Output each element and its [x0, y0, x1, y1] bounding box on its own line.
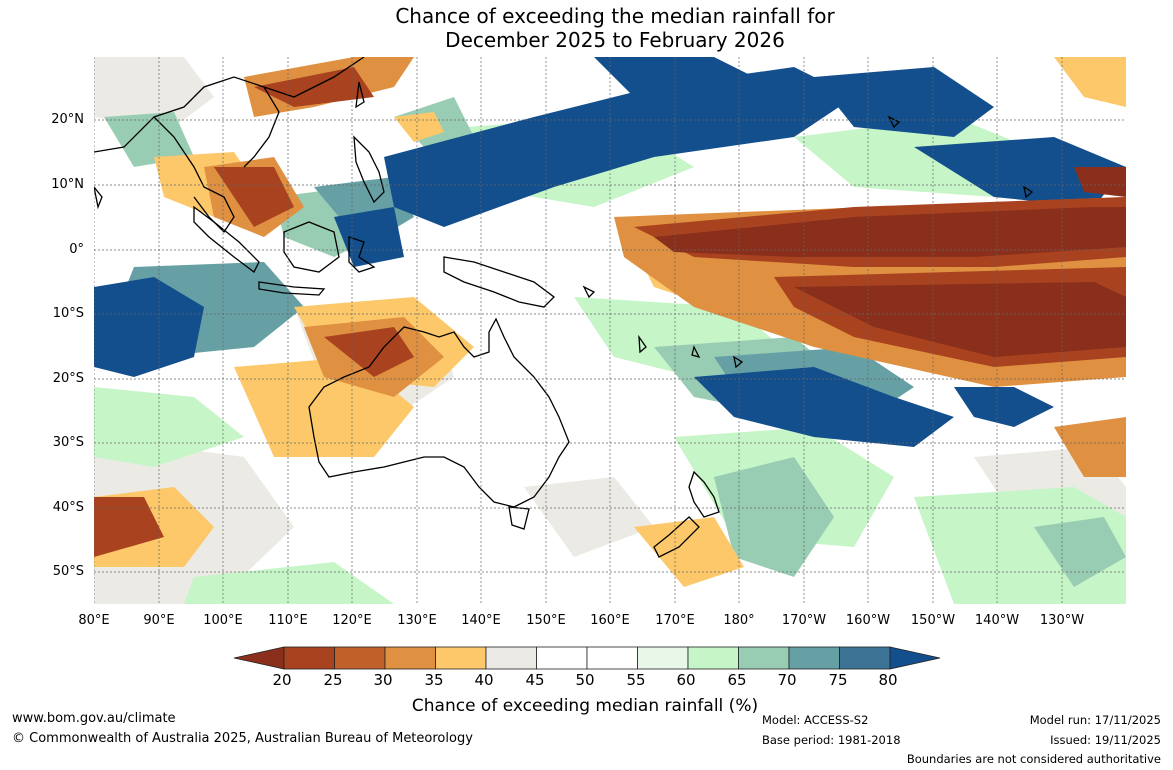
lon-label-160w: 160°W [845, 613, 891, 628]
nz-south-outline [653, 516, 700, 558]
colorbar-segment [788, 646, 840, 670]
colorbar-tick-50: 50 [575, 671, 595, 689]
lat-label-10n: 10°N [51, 177, 84, 192]
map-title: Chance of exceeding the median rainfall … [0, 4, 1173, 52]
australia-outline [308, 317, 570, 508]
sulawesi-outline [348, 236, 376, 273]
asia-mainland-outline [94, 57, 365, 234]
lat-label-0: 0° [69, 242, 84, 257]
java-outline [258, 281, 326, 296]
lon-label-150w: 150°W [910, 613, 956, 628]
philippines-outline [353, 135, 385, 204]
rainfall-map [94, 57, 1126, 604]
colorbar-tick-35: 35 [424, 671, 444, 689]
lon-label-160e: 160°E [590, 613, 630, 628]
colorbar-title: Chance of exceeding median rainfall (%) [411, 696, 759, 716]
colorbar-tick-75: 75 [828, 671, 848, 689]
footer-model-run: Model run: 17/11/2025 [1029, 713, 1161, 727]
new-guinea-outline [443, 256, 555, 308]
lon-label-90e: 90°E [143, 613, 175, 628]
lon-label-150e: 150°E [526, 613, 566, 628]
colorbar-tick-65: 65 [727, 671, 747, 689]
colorbar-segment [586, 646, 638, 670]
footer-model: Model: ACCESS-S2 [762, 713, 869, 727]
borneo-outline [283, 221, 340, 273]
footer-copyright: © Commonwealth of Australia 2025, Austra… [12, 731, 473, 746]
lon-label-140e: 140°E [461, 613, 501, 628]
map-fill-layers [94, 57, 1126, 604]
colorbar-tick-60: 60 [676, 671, 696, 689]
lon-label-170e: 170°E [655, 613, 695, 628]
title-line-2: December 2025 to February 2026 [445, 28, 785, 52]
colorbar-segment [384, 646, 436, 670]
footer-base-period: Base period: 1981-2018 [762, 733, 901, 747]
colorbar [233, 646, 940, 670]
lat-label-20n: 20°N [51, 112, 84, 127]
lat-label-20s: 20°S [52, 371, 84, 386]
colorbar-segment [687, 646, 739, 670]
lat-label-50s: 50°S [52, 564, 84, 579]
coastlines [94, 57, 1034, 558]
colorbar-segment [485, 646, 537, 670]
colorbar-segment [839, 646, 891, 670]
map-svg [94, 57, 1126, 604]
lon-label-120e: 120°E [332, 613, 372, 628]
footer-disclaimer: Boundaries are not considered authoritat… [906, 752, 1161, 766]
colorbar-segment [536, 646, 588, 670]
colorbar-tick-30: 30 [373, 671, 393, 689]
lon-label-80e: 80°E [78, 613, 110, 628]
colorbar-extend-high [889, 646, 940, 670]
footer-issued: Issued: 19/11/2025 [1050, 733, 1161, 747]
lon-label-140w: 140°W [974, 613, 1020, 628]
lat-label-10s: 10°S [52, 306, 84, 321]
lat-label-30s: 30°S [52, 435, 84, 450]
lon-label-100e: 100°E [203, 613, 243, 628]
colorbar-tick-20: 20 [272, 671, 292, 689]
lon-label-180: 180° [723, 613, 755, 628]
colorbar-segment [637, 646, 689, 670]
lon-label-130e: 130°E [397, 613, 437, 628]
lat-label-40s: 40°S [52, 500, 84, 515]
colorbar-segment [334, 646, 386, 670]
sumatra-outline [193, 205, 260, 273]
colorbar-segment [283, 646, 335, 670]
colorbar-tick-25: 25 [323, 671, 343, 689]
footer-website: www.bom.gov.au/climate [12, 711, 176, 726]
colorbar-tick-40: 40 [474, 671, 494, 689]
lon-label-170w: 170°W [781, 613, 827, 628]
lon-label-130w: 130°W [1039, 613, 1085, 628]
colorbar-extend-low [233, 646, 285, 670]
colorbar-tick-70: 70 [777, 671, 797, 689]
colorbar-tick-80: 80 [878, 671, 898, 689]
colorbar-segment [738, 646, 790, 670]
title-line-1: Chance of exceeding the median rainfall … [395, 4, 835, 28]
colorbar-tick-55: 55 [626, 671, 646, 689]
lon-label-110e: 110°E [268, 613, 308, 628]
nz-north-outline [688, 470, 720, 518]
colorbar-tick-45: 45 [525, 671, 545, 689]
graticule [94, 57, 1126, 604]
colorbar-segment [435, 646, 487, 670]
